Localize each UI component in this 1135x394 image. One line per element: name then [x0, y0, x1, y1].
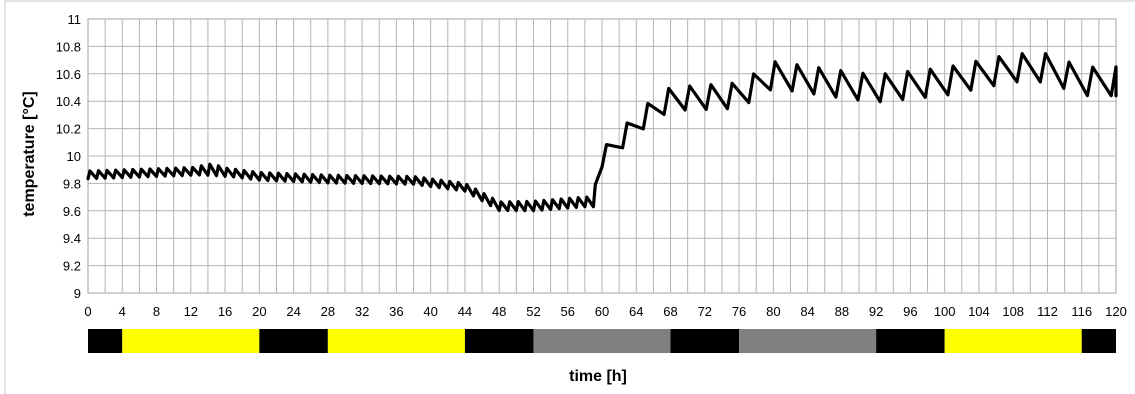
- y-tick-label: 10.6: [56, 67, 81, 82]
- light-schedule-bar: [88, 329, 1116, 353]
- x-tick-label: 16: [218, 304, 232, 319]
- y-axis-label: temperature [°C]: [21, 91, 38, 217]
- x-tick-label: 88: [835, 304, 849, 319]
- x-tick-label: 56: [560, 304, 574, 319]
- x-axis-ticks: 0 4 8 12 16 20 24 28 32 36 40 44 48 52 56 60 64 68 72 76 80 8…: [84, 304, 1126, 319]
- x-tick-label: 44: [458, 304, 472, 319]
- x-tick-label: 20: [252, 304, 266, 319]
- x-tick-label: 8: [153, 304, 160, 319]
- y-tick-label: 10.8: [56, 39, 81, 54]
- schedule-segment: [122, 329, 260, 353]
- x-tick-label: 108: [1002, 304, 1024, 319]
- schedule-segment: [876, 329, 945, 353]
- x-tick-label: 0: [84, 304, 91, 319]
- schedule-segment: [739, 329, 877, 353]
- y-tick-label: 10.4: [56, 94, 81, 109]
- x-tick-label: 24: [286, 304, 300, 319]
- x-tick-label: 120: [1105, 304, 1127, 319]
- x-tick-label: 96: [903, 304, 917, 319]
- x-tick-label: 4: [119, 304, 126, 319]
- x-tick-label: 48: [492, 304, 506, 319]
- plot-grid: [87, 18, 1117, 294]
- x-tick-label: 72: [698, 304, 712, 319]
- y-tick-label: 10.2: [56, 122, 81, 137]
- schedule-segment: [944, 329, 1082, 353]
- x-tick-label: 80: [766, 304, 780, 319]
- y-tick-label: 10: [67, 149, 81, 164]
- y-tick-label: 9.6: [63, 204, 81, 219]
- x-tick-label: 112: [1037, 304, 1058, 319]
- x-tick-label: 60: [595, 304, 609, 319]
- x-tick-label: 36: [389, 304, 403, 319]
- x-tick-label: 52: [526, 304, 540, 319]
- y-axis-ticks: 9 9.2 9.4 9.6 9.8 10 10.2 10.4 10.6 10.8 11: [56, 12, 81, 301]
- x-tick-label: 100: [934, 304, 956, 319]
- x-axis-label: time [h]: [569, 368, 627, 385]
- x-tick-label: 104: [968, 304, 990, 319]
- x-tick-label: 116: [1071, 304, 1092, 319]
- y-tick-label: 9.2: [63, 259, 81, 274]
- schedule-segment: [464, 329, 534, 353]
- schedule-segment: [259, 329, 328, 353]
- temperature-series-line: [86, 52, 1118, 213]
- schedule-segment: [327, 329, 465, 353]
- y-tick-label: 9.4: [63, 231, 81, 246]
- y-tick-label: 9: [74, 286, 81, 301]
- x-tick-label: 84: [800, 304, 814, 319]
- x-tick-label: 76: [732, 304, 746, 319]
- x-tick-label: 12: [184, 304, 198, 319]
- x-tick-label: 92: [869, 304, 883, 319]
- y-tick-label: 9.8: [63, 176, 81, 191]
- schedule-segment: [1081, 329, 1116, 353]
- schedule-segment: [88, 329, 123, 353]
- schedule-segment: [670, 329, 740, 353]
- x-tick-label: 64: [629, 304, 643, 319]
- x-tick-label: 32: [355, 304, 369, 319]
- x-tick-label: 40: [423, 304, 437, 319]
- x-tick-label: 28: [321, 304, 335, 319]
- schedule-segment: [533, 329, 671, 353]
- y-tick-label: 11: [68, 12, 82, 27]
- x-tick-label: 68: [663, 304, 677, 319]
